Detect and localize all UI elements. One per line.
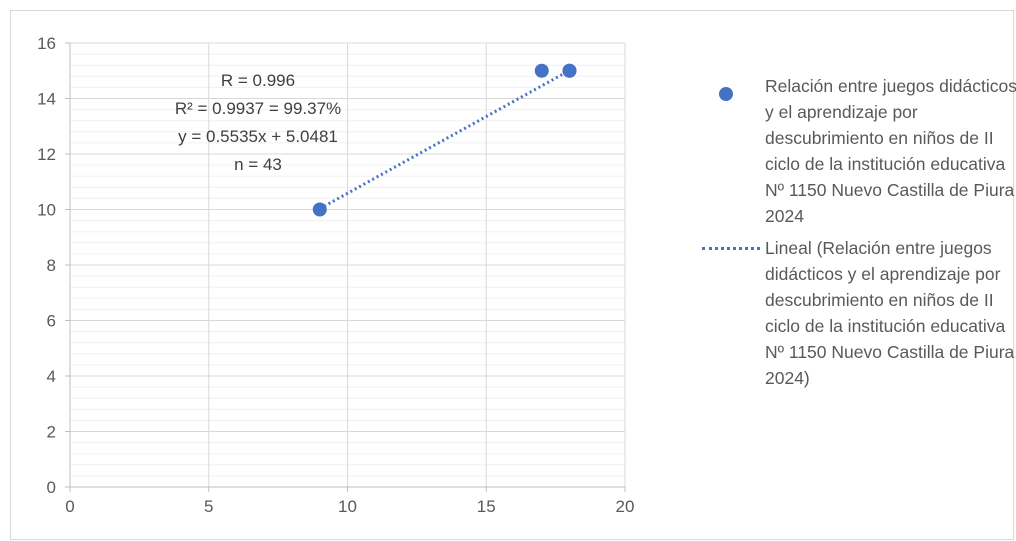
annotation-line: n = 43: [234, 155, 282, 174]
data-points: [312, 63, 577, 217]
data-point: [562, 63, 577, 78]
y-tick-label: 2: [47, 423, 56, 442]
y-tick-label: 0: [47, 478, 56, 497]
legend: Relación entre juegos didácticos y el ap…: [701, 73, 1016, 397]
legend-item-series: Relación entre juegos didácticos y el ap…: [701, 73, 1016, 229]
y-tick-label: 16: [37, 34, 56, 53]
trendline: [319, 69, 571, 210]
legend-marker-dotted-line: [702, 247, 760, 250]
x-tick-label: 10: [338, 497, 357, 516]
annotation-line: y = 0.5535x + 5.0481: [178, 127, 338, 146]
y-tick-label: 10: [37, 201, 56, 220]
y-axis-ticks: 0 2 4 6 8 10 12 14 16: [37, 34, 70, 497]
data-point: [312, 202, 327, 217]
x-axis-ticks: 0 5 10 15 20: [65, 487, 634, 516]
annotation-line: R = 0.996: [221, 71, 295, 90]
y-tick-label: 6: [47, 312, 56, 331]
scatter-chart: 0 2 4 6 8 10 12 14 16 0 5 10 15 20 R = 0.996 R² = 0.9…: [37, 34, 634, 516]
regression-annotations: R = 0.996 R² = 0.9937 = 99.37% y = 0.5535x…: [175, 71, 341, 174]
y-tick-label: 8: [47, 256, 56, 275]
annotation-line: R² = 0.9937 = 99.37%: [175, 99, 341, 118]
x-tick-label: 0: [65, 497, 74, 516]
trendline-group: [319, 69, 571, 210]
y-tick-label: 14: [37, 90, 56, 109]
data-point: [534, 63, 549, 78]
legend-label-series: Relación entre juegos didácticos y el ap…: [765, 76, 1016, 226]
legend-item-trendline: Lineal (Relación entre juegos didácticos…: [701, 235, 1016, 391]
chart-frame: 0 2 4 6 8 10 12 14 16 0 5 10 15 20 R = 0.996 R² = 0.9…: [10, 10, 1016, 540]
x-tick-label: 5: [204, 497, 213, 516]
y-tick-label: 12: [37, 145, 56, 164]
y-tick-label: 4: [47, 367, 56, 386]
legend-marker-dot: [719, 87, 733, 101]
gridlines: [69, 42, 626, 488]
legend-label-trendline: Lineal (Relación entre juegos didácticos…: [765, 238, 1015, 388]
x-tick-label: 15: [477, 497, 496, 516]
x-tick-label: 20: [616, 497, 635, 516]
